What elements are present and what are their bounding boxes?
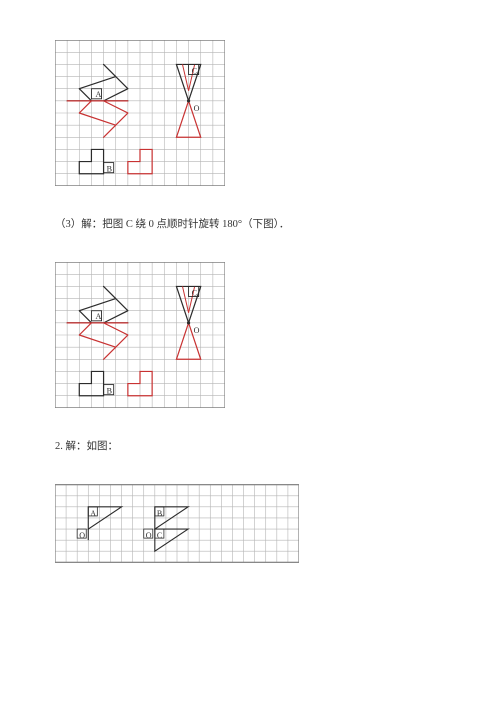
label-o: O [194,104,200,113]
figure-2-svg: A B C O [55,262,225,408]
label-b2: B [157,509,162,518]
caption-3: （3）解：把图 C 绕 0 点顺时针旋转 180°（下图）． [55,217,445,234]
point-o [187,99,190,102]
label-o1: O [79,531,85,540]
page: A B C O （3）解：把图 C 绕 0 点顺时针旋转 180°（下图）． [0,0,500,707]
label-a2: A [90,509,96,518]
figure-2: A B C O [55,262,445,411]
label-o2: O [146,531,152,540]
figure-3: A O B O C [55,484,445,566]
figure-1-svg: A B C O [55,40,225,186]
svg-text:O: O [194,326,200,335]
figure-1: A B C O [55,40,445,189]
label-c2: C [157,531,162,540]
svg-text:A: A [95,312,101,321]
figure-3-svg: A O B O C [55,484,299,563]
caption-2: 2. 解：如图： [55,439,445,456]
label-a: A [95,90,101,99]
shape-a-red [67,101,128,137]
